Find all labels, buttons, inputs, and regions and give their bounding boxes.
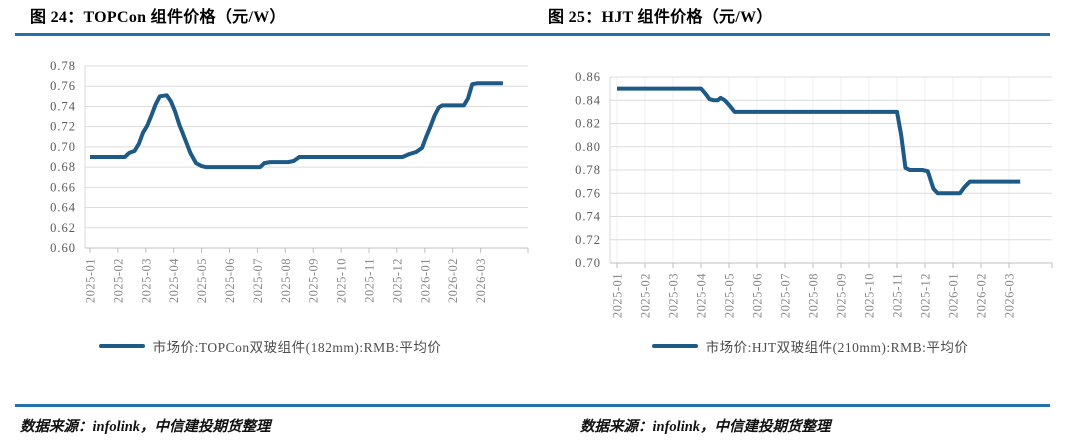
svg-text:0.70: 0.70: [50, 140, 76, 154]
svg-text:0.72: 0.72: [575, 233, 601, 247]
svg-text:2025-08: 2025-08: [807, 273, 821, 318]
svg-text:0.66: 0.66: [50, 180, 76, 194]
svg-text:0.74: 0.74: [50, 99, 76, 113]
svg-text:2025-05: 2025-05: [723, 273, 737, 318]
svg-text:0.86: 0.86: [575, 70, 601, 84]
figure-25-title: 图 25：HJT 组件价格（元/W）: [548, 9, 773, 26]
legend-series-label: 市场价:HJT双玻组件(210mm):RMB:平均价: [705, 340, 969, 355]
figure-25-footer-rule: [540, 404, 1050, 407]
svg-text:2025-09: 2025-09: [307, 258, 321, 303]
legend-series-label: 市场价:TOPCon双玻组件(182mm):RMB:平均价: [152, 340, 442, 355]
svg-text:0.78: 0.78: [50, 59, 76, 73]
svg-text:0.84: 0.84: [575, 93, 601, 107]
svg-text:2026-01: 2026-01: [418, 258, 432, 303]
svg-text:2025-10: 2025-10: [335, 258, 349, 303]
svg-text:0.60: 0.60: [50, 241, 76, 255]
hjt-price-line-chart: 0.70 0.72 0.74 0.76 0.78 0.80 0.82 0.84 0.86 2025…: [575, 70, 1053, 318]
svg-text:0.70: 0.70: [575, 256, 601, 270]
svg-text:2025-04: 2025-04: [695, 273, 709, 318]
svg-text:2026-02: 2026-02: [446, 258, 460, 303]
svg-text:2025-02: 2025-02: [639, 273, 653, 318]
svg-text:0.72: 0.72: [50, 120, 76, 134]
svg-text:2025-01: 2025-01: [611, 273, 625, 318]
svg-text:2025-10: 2025-10: [863, 273, 877, 318]
svg-text:2025-12: 2025-12: [390, 258, 404, 303]
svg-text:2025-07: 2025-07: [251, 258, 265, 303]
figure-25-footer: 数据来源：infolink，中信建投期货整理: [540, 404, 1080, 442]
figure-25-panel: 图 25：HJT 组件价格（元/W） 0.70 0.72 0.74 0.76 0.78 0…: [540, 0, 1080, 442]
svg-text:0.64: 0.64: [50, 201, 76, 215]
svg-text:2025-07: 2025-07: [779, 273, 793, 318]
svg-text:2026-02: 2026-02: [975, 273, 989, 318]
svg-text:2025-01: 2025-01: [84, 258, 98, 303]
svg-text:2026-03: 2026-03: [474, 258, 488, 303]
legend-line-marker: [98, 344, 145, 348]
svg-text:0.78: 0.78: [575, 163, 601, 177]
svg-text:0.82: 0.82: [575, 117, 601, 131]
svg-text:2025-03: 2025-03: [139, 258, 153, 303]
svg-text:2025-06: 2025-06: [223, 258, 237, 303]
svg-text:0.80: 0.80: [575, 140, 601, 154]
svg-text:0.62: 0.62: [50, 221, 76, 235]
figure-25-source: 数据来源：infolink，中信建投期货整理: [580, 419, 831, 435]
svg-text:2025-04: 2025-04: [167, 258, 181, 303]
svg-text:2025-03: 2025-03: [667, 273, 681, 318]
svg-text:2025-11: 2025-11: [363, 258, 377, 303]
topcon-price-line-chart: 0.60 0.62 0.64 0.66 0.68 0.70 0.72 0.74 0.76 0.78…: [50, 59, 529, 303]
svg-text:2025-02: 2025-02: [111, 258, 125, 303]
figure-25-legend: 市场价:HJT双玻组件(210mm):RMB:平均价: [540, 336, 1080, 356]
figure-25-title-rule: [540, 33, 1050, 36]
figure-24-footer-rule: [15, 404, 540, 407]
svg-text:2026-01: 2026-01: [947, 273, 961, 318]
svg-text:0.74: 0.74: [575, 210, 601, 224]
figure-24-panel: 图 24：TOPCon 组件价格（元/W） 0.60 0.62 0.64 0.66 0.…: [0, 9, 540, 442]
figure-24-legend: 市场价:TOPCon双玻组件(182mm):RMB:平均价: [0, 336, 540, 356]
legend-line-marker: [651, 344, 698, 348]
svg-text:2025-06: 2025-06: [751, 273, 765, 318]
svg-text:2025-08: 2025-08: [279, 258, 293, 303]
svg-text:2026-03: 2026-03: [1003, 273, 1017, 318]
figure-24-source: 数据来源：infolink，中信建投期货整理: [20, 419, 271, 435]
figure-24-title: 图 24：TOPCon 组件价格（元/W）: [30, 9, 286, 26]
svg-text:0.76: 0.76: [575, 186, 601, 200]
svg-text:2025-09: 2025-09: [835, 273, 849, 318]
svg-text:2025-11: 2025-11: [891, 273, 905, 318]
figure-24-footer: 数据来源：infolink，中信建投期货整理: [0, 404, 540, 442]
svg-text:0.68: 0.68: [50, 160, 76, 174]
svg-text:0.76: 0.76: [50, 79, 76, 93]
svg-text:2025-12: 2025-12: [919, 273, 933, 318]
svg-text:2025-05: 2025-05: [195, 258, 209, 303]
figure-24-title-rule: [15, 33, 540, 36]
